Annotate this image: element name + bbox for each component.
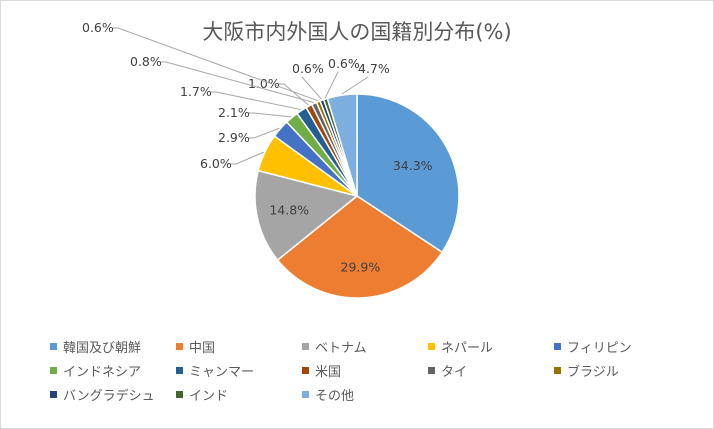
legend-swatch (176, 390, 183, 398)
leader-line-フィリピン (248, 127, 280, 139)
legend-swatch (428, 342, 435, 350)
legend-swatch (428, 366, 435, 374)
legend-swatch (50, 366, 57, 374)
legend-label: バングラデシュ (63, 388, 155, 404)
legend-label: インドネシア (63, 364, 142, 380)
data-label-その他: 4.7% (358, 61, 390, 76)
leader-line-インド (324, 71, 339, 99)
leader-line-タイ (160, 61, 314, 104)
data-label-米国: 1.0% (248, 76, 280, 91)
leader-line-バングラデシュ (301, 76, 322, 100)
data-label-フィリピン: 2.9% (218, 130, 250, 145)
data-label-ブラジル: 0.6% (82, 20, 114, 35)
legend-label: ミャンマー (189, 364, 255, 380)
legend-swatch (50, 390, 57, 398)
legend-item-バングラデシュ: バングラデシュ (50, 385, 176, 404)
legend-label: 米国 (315, 364, 342, 380)
pie-slice-ベトナム (254, 169, 359, 262)
legend-swatch (302, 390, 309, 398)
legend-item-米国: 米国 (302, 361, 428, 380)
legend-item-ネパール: ネパール (428, 337, 554, 356)
legend-item-中国: 中国 (176, 337, 302, 356)
legend-item-インド: インド (176, 385, 302, 404)
legend-swatch (554, 366, 561, 374)
data-label-ネパール: 6.0% (200, 156, 232, 171)
legend-label: タイ (441, 364, 468, 380)
legend-swatch (176, 342, 183, 350)
legend-swatch (554, 342, 561, 350)
leader-line-インドネシア (248, 112, 292, 118)
data-label-ミャンマー: 1.7% (180, 84, 212, 99)
leader-line-その他 (341, 76, 369, 95)
legend-item-フィリピン: フィリピン (554, 337, 680, 356)
legend-label: フィリピン (567, 340, 632, 356)
legend: 韓国及び朝鮮 中国 ベトナム ネパール フィリピンインドネシア ミャンマー 米国 タイ ブラジル… (50, 337, 700, 404)
legend-label: ベトナム (315, 340, 367, 356)
legend-label: ブラジル (567, 364, 619, 380)
legend-item-その他: その他 (302, 385, 428, 404)
data-label-韓国及び朝鮮: 34.3% (393, 158, 433, 173)
legend-label: 韓国及び朝鮮 (63, 340, 142, 356)
legend-label: インド (189, 388, 229, 404)
legend-item-タイ: タイ (428, 361, 554, 380)
leader-line-ネパール (230, 151, 264, 165)
legend-item-ミャンマー: ミャンマー (176, 361, 302, 380)
legend-item-インドネシア: インドネシア (50, 361, 176, 380)
chart-title: 大阪市内外国人の国籍別分布(%) (202, 20, 512, 44)
data-label-ベトナム: 14.8% (269, 203, 309, 218)
data-label-インド: 0.6% (328, 56, 360, 71)
data-label-バングラデシュ: 0.6% (292, 61, 324, 76)
legend-swatch (302, 366, 309, 374)
legend-swatch (50, 342, 57, 350)
legend-item-韓国及び朝鮮: 韓国及び朝鮮 (50, 337, 176, 356)
data-label-インドネシア: 2.1% (218, 105, 250, 120)
leader-line-米国 (278, 83, 309, 106)
legend-label: 中国 (189, 340, 216, 356)
pie-slice-中国 (276, 195, 444, 299)
legend-label: ネパール (441, 340, 494, 356)
leader-line-ブラジル (112, 27, 319, 102)
pie-slice-その他 (326, 93, 358, 197)
data-label-中国: 29.9% (341, 259, 381, 274)
leader-line-ミャンマー (210, 91, 302, 111)
legend-swatch (176, 366, 183, 374)
legend-label: その他 (315, 388, 355, 404)
legend-swatch (302, 342, 309, 350)
legend-item-ブラジル: ブラジル (554, 361, 680, 380)
data-label-タイ: 0.8% (130, 54, 162, 69)
legend-item-ベトナム: ベトナム (302, 337, 428, 356)
